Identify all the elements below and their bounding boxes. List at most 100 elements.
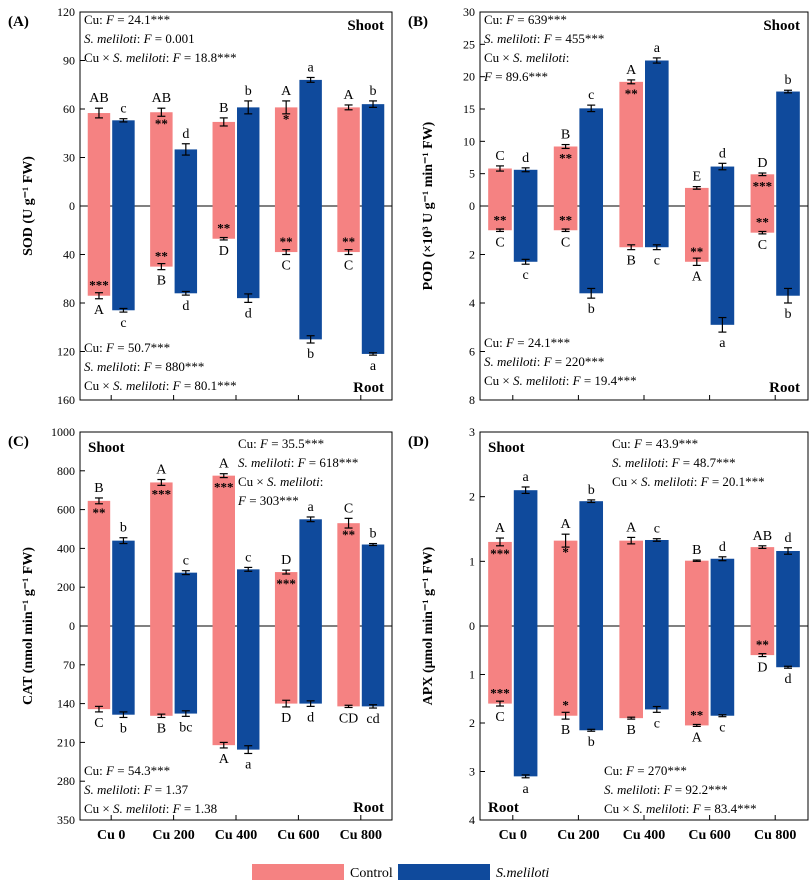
shoot-stat-line: S. meliloti: F = 48.7*** xyxy=(612,455,736,470)
y-tick-label: 80 xyxy=(63,296,75,310)
legend: Control S.meliloti xyxy=(252,864,549,881)
control-shoot-bar xyxy=(212,475,235,626)
x-category-label: Cu 0 xyxy=(97,828,125,843)
significance-stars: ** xyxy=(690,244,703,259)
smeliloti-shoot-bar xyxy=(579,501,604,626)
smeliloti-root-letter: d xyxy=(245,306,252,321)
smeliloti-root-bar xyxy=(513,626,538,777)
control-shoot-letter: B xyxy=(561,128,570,143)
control-shoot-letter: C xyxy=(495,149,504,164)
root-stat-line: Cu: F = 270*** xyxy=(604,763,687,778)
y-tick-label: 4 xyxy=(469,813,475,827)
smeliloti-root-letter: c xyxy=(522,268,528,283)
shoot-label: Shoot xyxy=(763,18,800,34)
significance-stars: ** xyxy=(342,527,355,542)
control-root-letter: C xyxy=(758,238,767,253)
control-shoot-letter: B xyxy=(219,101,228,116)
root-label: Root xyxy=(488,800,519,816)
smeliloti-root-letter: a xyxy=(522,782,529,797)
root-stat-line: Cu × S. meliloti: F = 83.4*** xyxy=(604,801,757,816)
y-tick-label: 10 xyxy=(463,134,475,148)
smeliloti-shoot-letter: b xyxy=(245,84,252,99)
control-root-letter: A xyxy=(94,303,105,318)
control-root-letter: C xyxy=(561,235,570,250)
y-tick-label: 90 xyxy=(63,54,75,68)
smeliloti-root-letter: c xyxy=(719,721,725,736)
smeliloti-shoot-letter: d xyxy=(522,151,529,166)
shoot-stat-line: Cu: F = 43.9*** xyxy=(612,436,698,451)
y-tick-label: 1 xyxy=(469,554,475,568)
smeliloti-root-bar xyxy=(645,626,669,710)
significance-stars: ** xyxy=(280,234,293,249)
significance-stars: ** xyxy=(92,505,105,520)
smeliloti-root-letter: a xyxy=(245,757,252,772)
smeliloti-root-letter: b xyxy=(307,347,314,362)
y-tick-label: 70 xyxy=(63,658,75,672)
y-tick-label: 2 xyxy=(469,716,475,730)
control-root-letter: A xyxy=(219,752,230,767)
significance-stars: ** xyxy=(756,215,769,230)
y-tick-label: 0 xyxy=(69,199,75,213)
smeliloti-root-bar xyxy=(710,206,735,325)
smeliloti-shoot-letter: b xyxy=(588,483,595,498)
control-root-bar xyxy=(553,626,578,716)
y-tick-label: 200 xyxy=(57,580,75,594)
legend-label-control: Control xyxy=(350,866,393,881)
smeliloti-root-letter: c xyxy=(654,254,660,269)
root-label: Root xyxy=(353,800,384,816)
significance-stars: ** xyxy=(559,212,572,227)
smeliloti-root-letter: b xyxy=(588,302,595,317)
y-tick-label: 280 xyxy=(57,774,75,788)
significance-stars: * xyxy=(562,698,569,713)
smeliloti-shoot-bar xyxy=(645,60,669,206)
y-tick-label: 5 xyxy=(469,167,475,181)
control-shoot-bar xyxy=(750,547,775,626)
control-shoot-letter: A xyxy=(281,84,292,99)
y-tick-label: 20 xyxy=(463,70,475,84)
control-shoot-bar xyxy=(488,541,512,626)
smeliloti-shoot-bar xyxy=(645,539,669,626)
control-shoot-letter: D xyxy=(757,156,767,171)
control-shoot-bar xyxy=(87,113,111,206)
control-root-bar xyxy=(87,626,111,710)
smeliloti-shoot-bar xyxy=(112,120,135,206)
smeliloti-shoot-bar xyxy=(710,558,735,626)
y-tick-label: 30 xyxy=(463,5,475,19)
smeliloti-root-bar xyxy=(579,626,604,731)
y-tick-label: 800 xyxy=(57,464,75,478)
root-stat-line: Cu: F = 24.1*** xyxy=(484,335,570,350)
shoot-stat-line: Cu × S. meliloti: xyxy=(238,474,323,489)
smeliloti-root-letter: b xyxy=(588,735,595,750)
x-category-label: Cu 400 xyxy=(623,828,665,843)
control-shoot-letter: B xyxy=(94,481,103,496)
smeliloti-shoot-letter: c xyxy=(245,550,251,565)
shoot-stat-line: S. meliloti: F = 455*** xyxy=(484,31,604,46)
control-shoot-bar xyxy=(619,81,643,206)
control-shoot-bar xyxy=(274,107,298,206)
smeliloti-shoot-bar xyxy=(237,107,260,206)
y-axis-label: SOD (U g⁻¹ FW) xyxy=(21,156,36,256)
smeliloti-shoot-bar xyxy=(776,91,800,206)
control-root-letter: C xyxy=(94,716,103,731)
control-root-letter: C xyxy=(344,259,353,274)
panel-label: (A) xyxy=(8,14,29,30)
control-root-bar xyxy=(750,206,775,233)
shoot-stat-line: S. meliloti: F = 618*** xyxy=(238,455,358,470)
root-stat-line: S. meliloti: F = 880*** xyxy=(84,359,204,374)
control-shoot-bar xyxy=(337,107,360,206)
y-axis-label: POD (×10³ U g⁻¹ min⁻¹ FW) xyxy=(421,121,436,290)
control-shoot-letter: A xyxy=(561,517,572,532)
control-shoot-bar xyxy=(337,523,360,626)
significance-stars: ** xyxy=(690,707,703,722)
significance-stars: *** xyxy=(753,178,773,193)
x-category-label: Cu 0 xyxy=(499,828,527,843)
smeliloti-root-bar xyxy=(299,206,322,340)
smeliloti-root-bar xyxy=(645,206,669,248)
smeliloti-root-bar xyxy=(299,626,322,704)
control-root-bar xyxy=(337,206,360,253)
significance-stars: *** xyxy=(89,278,109,293)
smeliloti-root-bar xyxy=(237,206,260,299)
smeliloti-shoot-bar xyxy=(710,166,735,206)
shoot-stat-line: Cu: F = 24.1*** xyxy=(84,12,170,27)
